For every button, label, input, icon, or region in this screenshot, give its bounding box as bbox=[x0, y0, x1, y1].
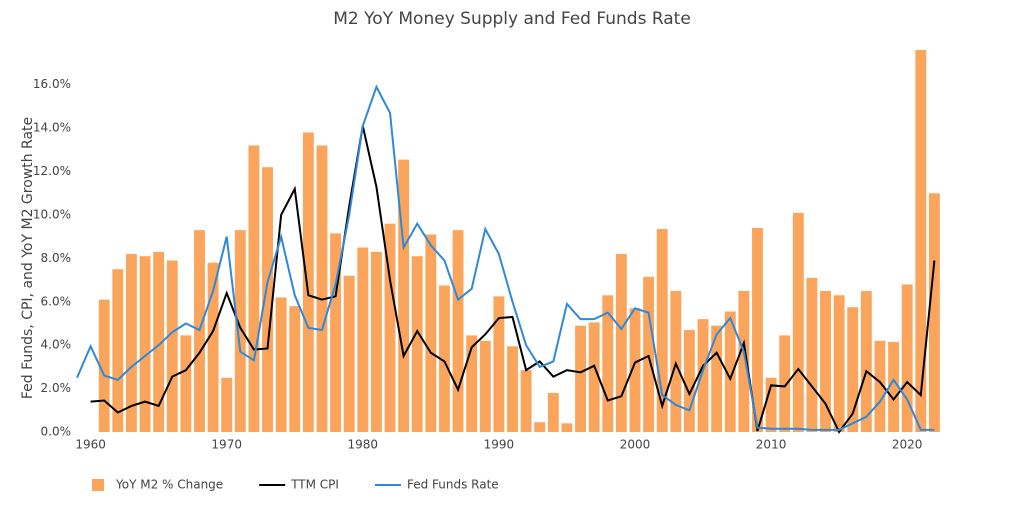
bar bbox=[221, 377, 233, 432]
bar bbox=[357, 247, 369, 432]
bar bbox=[806, 277, 818, 432]
bar bbox=[466, 335, 478, 432]
x-tick-label: 1960 bbox=[75, 438, 106, 452]
bar bbox=[343, 275, 355, 432]
x-tick-label: 1990 bbox=[484, 438, 515, 452]
bar bbox=[98, 299, 110, 432]
bar bbox=[860, 290, 872, 432]
bar bbox=[166, 260, 178, 432]
bar bbox=[711, 325, 723, 432]
bar bbox=[125, 254, 137, 432]
y-tick-label: 0.0% bbox=[41, 425, 72, 439]
bar bbox=[398, 159, 410, 432]
y-tick-label: 8.0% bbox=[41, 251, 72, 265]
legend-label: YoY M2 % Change bbox=[115, 478, 223, 492]
bar bbox=[139, 256, 151, 432]
bar bbox=[683, 329, 695, 432]
bar bbox=[534, 422, 546, 432]
bar bbox=[180, 335, 192, 432]
bar bbox=[792, 212, 804, 432]
bar bbox=[629, 308, 641, 432]
y-tick-label: 16.0% bbox=[33, 77, 71, 91]
bar bbox=[493, 296, 505, 432]
bar bbox=[697, 319, 709, 432]
bar bbox=[384, 223, 396, 432]
bar bbox=[207, 262, 219, 432]
bar bbox=[547, 392, 559, 432]
y-axis-label: Fed Funds, CPI, and YoY M2 Growth Rate bbox=[20, 117, 36, 399]
y-tick-label: 4.0% bbox=[41, 338, 72, 352]
y-tick-label: 2.0% bbox=[41, 381, 72, 395]
x-tick-label: 2010 bbox=[756, 438, 787, 452]
x-tick-label: 1980 bbox=[348, 438, 379, 452]
bar bbox=[425, 234, 437, 432]
y-tick-label: 14.0% bbox=[33, 121, 71, 135]
bar bbox=[507, 346, 518, 432]
bar bbox=[302, 132, 314, 432]
y-tick-label: 6.0% bbox=[41, 294, 72, 308]
bar bbox=[779, 335, 791, 432]
x-tick-label: 2000 bbox=[620, 438, 651, 452]
bar bbox=[847, 307, 859, 432]
y-tick-label: 12.0% bbox=[33, 164, 71, 178]
bar bbox=[275, 297, 287, 432]
bar bbox=[928, 193, 940, 432]
bar bbox=[602, 295, 614, 432]
bar bbox=[112, 269, 124, 432]
bar bbox=[724, 311, 736, 432]
bar bbox=[262, 167, 273, 433]
bar bbox=[738, 290, 750, 432]
bar bbox=[820, 290, 831, 432]
line-series bbox=[90, 125, 936, 434]
bar bbox=[411, 256, 423, 432]
bar bbox=[615, 254, 627, 432]
x-tick-label: 1970 bbox=[211, 438, 242, 452]
y-tick-label: 10.0% bbox=[33, 207, 71, 221]
bar bbox=[153, 251, 165, 432]
bar bbox=[561, 423, 573, 432]
bar bbox=[888, 341, 900, 432]
bar bbox=[874, 340, 886, 432]
legend-label: Fed Funds Rate bbox=[407, 478, 499, 492]
bar bbox=[316, 145, 328, 432]
bar bbox=[833, 295, 845, 432]
bar bbox=[656, 229, 668, 432]
x-tick-label: 2020 bbox=[892, 438, 923, 452]
bar bbox=[452, 230, 464, 432]
legend-swatch bbox=[92, 479, 104, 491]
bar bbox=[479, 340, 491, 432]
line-series bbox=[76, 84, 935, 431]
legend-label: TTM CPI bbox=[290, 478, 339, 492]
bar bbox=[588, 322, 600, 432]
bar bbox=[915, 50, 927, 432]
bar bbox=[289, 306, 301, 432]
bar bbox=[575, 325, 586, 432]
bar bbox=[234, 230, 246, 432]
bar bbox=[330, 233, 342, 432]
chart-title: M2 YoY Money Supply and Fed Funds Rate bbox=[333, 9, 691, 29]
bar bbox=[765, 377, 777, 432]
bar bbox=[439, 285, 450, 432]
bar bbox=[370, 251, 382, 432]
bar bbox=[901, 284, 913, 432]
bar bbox=[520, 370, 532, 432]
bar bbox=[643, 276, 655, 432]
bar bbox=[752, 227, 763, 432]
bar bbox=[248, 145, 260, 432]
